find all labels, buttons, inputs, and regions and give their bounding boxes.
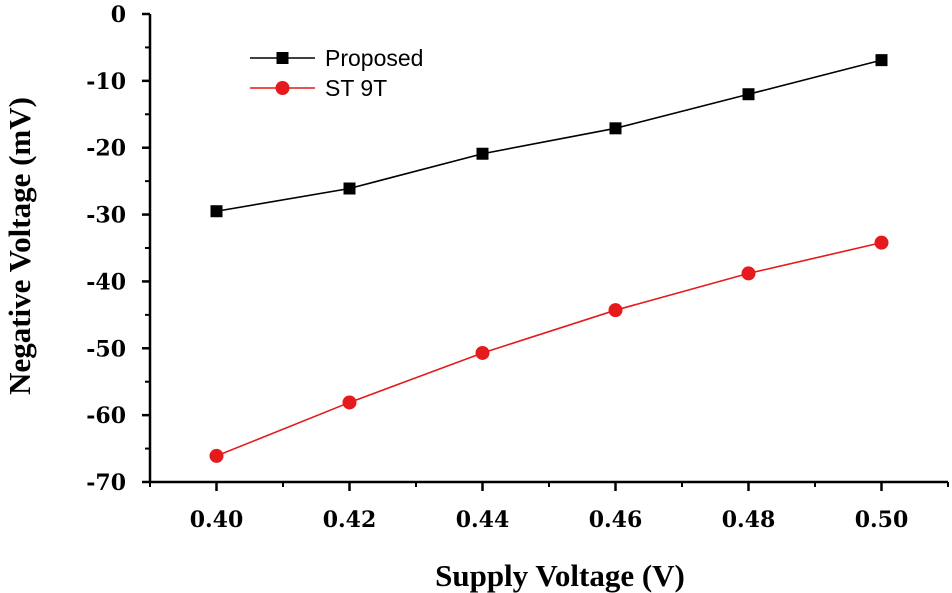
y-axis-title: Negative Voltage (mV): [2, 97, 37, 395]
data-point: [475, 345, 490, 360]
y-tick-label: -10: [86, 69, 126, 95]
data-point: [609, 122, 622, 135]
x-tick-label: 0.42: [323, 507, 377, 533]
axes: [148, 14, 948, 484]
series-layer: [209, 54, 889, 463]
legend-label: Proposed: [325, 45, 423, 71]
series-line: [216, 241, 882, 457]
data-point: [476, 147, 489, 160]
y-tick-label: -20: [86, 136, 126, 162]
y-tick-label: -70: [86, 470, 126, 496]
legend: Proposed ST 9T: [250, 45, 423, 101]
series-proposed: [210, 54, 888, 218]
x-tick-label: 0.46: [589, 507, 643, 533]
x-tick-label: 0.40: [190, 507, 244, 533]
legend-label: ST 9T: [325, 75, 387, 101]
data-point: [742, 88, 755, 101]
series-line: [216, 59, 882, 213]
legend-marker: [276, 52, 289, 64]
data-point: [741, 266, 756, 281]
y-tick-label: -30: [86, 203, 126, 229]
series-st-9t: [209, 235, 889, 463]
y-tick-label: -50: [86, 336, 126, 362]
data-point: [874, 235, 889, 250]
legend-marker: [275, 81, 290, 95]
y-tick-label: 0: [111, 2, 126, 28]
data-point: [209, 448, 224, 463]
data-point: [342, 395, 357, 410]
x-tick-label: 0.44: [456, 507, 510, 533]
x-tick-label: 0.50: [855, 507, 909, 533]
data-point: [343, 182, 356, 195]
data-point: [875, 54, 888, 67]
x-axis-title: Supply Voltage (V): [435, 558, 685, 593]
y-tick-label: -60: [86, 403, 126, 429]
x-tick-label: 0.48: [722, 507, 776, 533]
x-axis-ticks: 0.40 0.42 0.44 0.46 0.48 0.50: [149, 482, 949, 533]
data-point: [210, 205, 223, 218]
y-tick-label: -40: [86, 269, 126, 295]
data-point: [608, 303, 623, 318]
legend-item: Proposed: [250, 45, 423, 71]
legend-item: ST 9T: [250, 75, 387, 101]
y-axis-ticks: 0 -10 -20 -30 -40 -50 -60 -70: [86, 2, 150, 496]
